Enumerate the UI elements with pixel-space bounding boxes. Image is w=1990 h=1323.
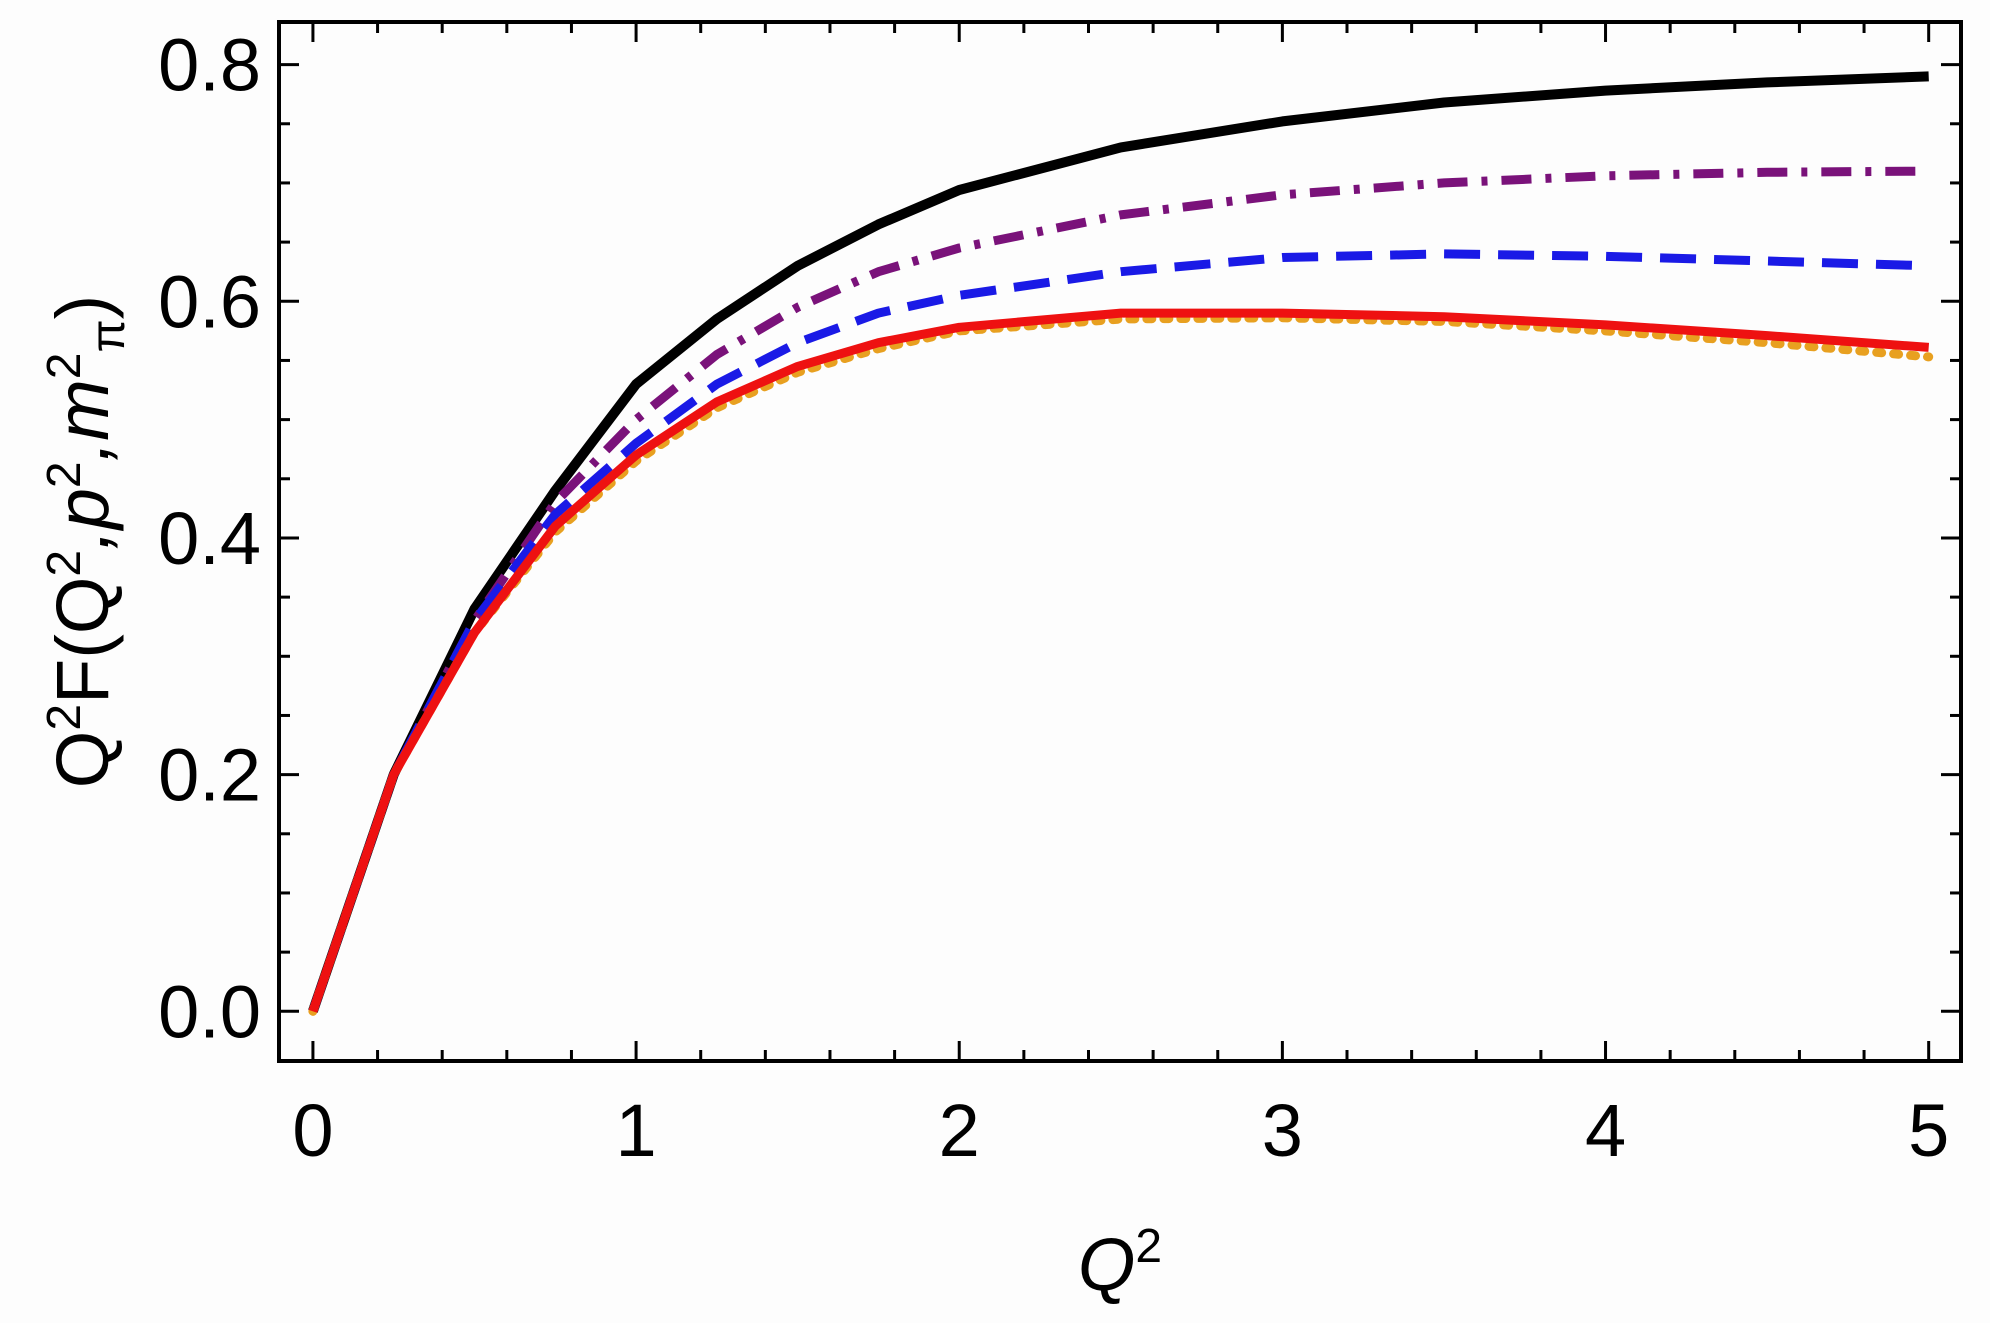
y-tick-label: 0.8 (158, 24, 261, 107)
x-tick-label: 4 (1585, 1089, 1626, 1172)
x-tick-label: 5 (1908, 1089, 1949, 1172)
series-line (308, 308, 1930, 1013)
axis-label-part: ) (41, 295, 124, 320)
series-line (308, 166, 1929, 1013)
axis-label-part: ,m (41, 379, 124, 461)
y-axis-label: Q2F(Q2,p2,m2π) (38, 295, 135, 788)
axis-label-part: ,p (41, 488, 124, 550)
x-tick-label: 2 (939, 1089, 980, 1172)
series-line (308, 71, 1929, 1013)
axis-label-part: Q (41, 731, 124, 789)
axis-label-part: π (82, 319, 135, 352)
series-line (308, 249, 1929, 1013)
plot-frame (277, 20, 1963, 1063)
x-tick-label: 0 (292, 1089, 333, 1172)
series-line (308, 313, 1934, 1016)
y-tick-label: 0.0 (158, 970, 261, 1053)
axis-label-part: 2 (38, 353, 91, 380)
axis-label-part: 2 (38, 550, 91, 577)
x-tick-label: 1 (616, 1089, 657, 1172)
y-tick-label: 0.2 (158, 734, 261, 817)
axis-label-part: Q (1078, 1223, 1136, 1306)
x-tick-label: 3 (1262, 1089, 1303, 1172)
axis-label-part: 2 (1135, 1220, 1162, 1273)
y-tick-label: 0.4 (158, 497, 261, 580)
axis-label-part: 2 (38, 704, 91, 731)
axis-label-part: F(Q (41, 577, 124, 704)
axis-label-part: 2 (38, 461, 91, 488)
x-axis-label: Q2 (1078, 1220, 1162, 1306)
y-tick-label: 0.6 (158, 260, 261, 343)
